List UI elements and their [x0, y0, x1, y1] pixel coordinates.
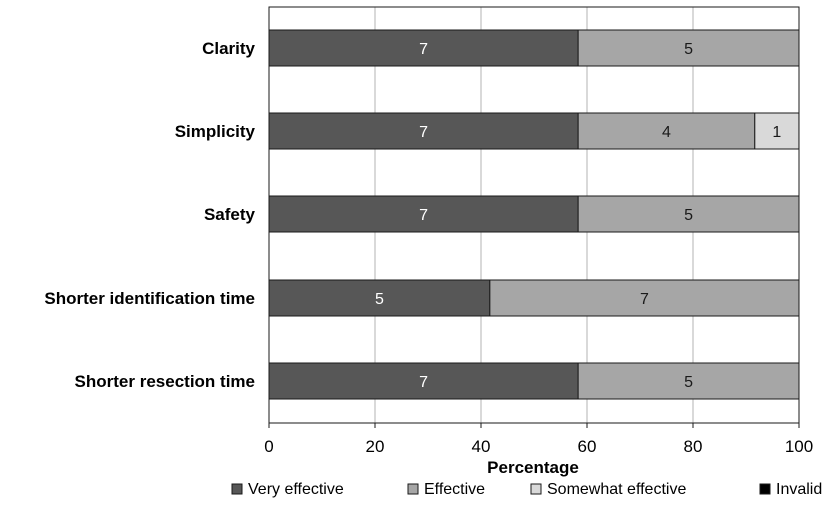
bar-segment — [268, 279, 491, 317]
category-label: Simplicity — [175, 122, 256, 141]
legend-label: Very effective — [248, 481, 344, 498]
legend: Very effective Effective Somewhat effectiv… — [231, 481, 822, 498]
data-label: 5 — [684, 207, 693, 224]
data-label: 5 — [684, 374, 693, 391]
x-tick-label: 80 — [684, 437, 703, 456]
bar-segment — [577, 195, 800, 233]
legend-swatch — [231, 483, 243, 495]
data-label: 7 — [419, 124, 428, 141]
data-label: 4 — [662, 124, 671, 141]
x-axis-ticks: 0 20 40 60 80 100 — [264, 423, 813, 456]
bar-segment — [268, 29, 579, 67]
legend-label: Effective — [424, 481, 485, 498]
bar-segment — [577, 112, 756, 150]
legend-swatch — [530, 483, 542, 495]
data-label: 7 — [419, 207, 428, 224]
bar-segment — [489, 279, 800, 317]
bar-segment — [754, 112, 800, 150]
bar-segment — [268, 195, 579, 233]
x-axis-title: Percentage — [487, 458, 579, 477]
x-tick-label: 0 — [264, 437, 273, 456]
category-label: Clarity — [202, 39, 255, 58]
category-label: Shorter identification time — [44, 289, 255, 308]
x-tick-label: 40 — [472, 437, 491, 456]
category-label: Shorter resection time — [75, 372, 255, 391]
legend-label: Somewhat effective — [547, 481, 686, 498]
data-label: 1 — [772, 124, 781, 141]
legend-swatch — [759, 483, 771, 495]
x-tick-label: 60 — [578, 437, 597, 456]
data-label: 7 — [640, 291, 649, 308]
data-label: 5 — [375, 291, 384, 308]
bars: 7 5 7 4 1 7 5 5 7 7 5 — [268, 29, 800, 400]
data-label: 7 — [419, 41, 428, 58]
legend-label: Invalid — [776, 481, 822, 498]
plot-frame — [268, 6, 800, 424]
x-tick-label: 20 — [366, 437, 385, 456]
bar-segment — [268, 362, 579, 400]
bar-segment — [577, 362, 800, 400]
plot-border — [268, 6, 800, 424]
category-labels: Clarity Simplicity Safety Shorter identific… — [44, 39, 255, 391]
category-label: Safety — [204, 205, 256, 224]
data-label: 5 — [684, 41, 693, 58]
x-tick-label: 100 — [785, 437, 813, 456]
legend-swatch — [407, 483, 419, 495]
data-label: 7 — [419, 374, 428, 391]
